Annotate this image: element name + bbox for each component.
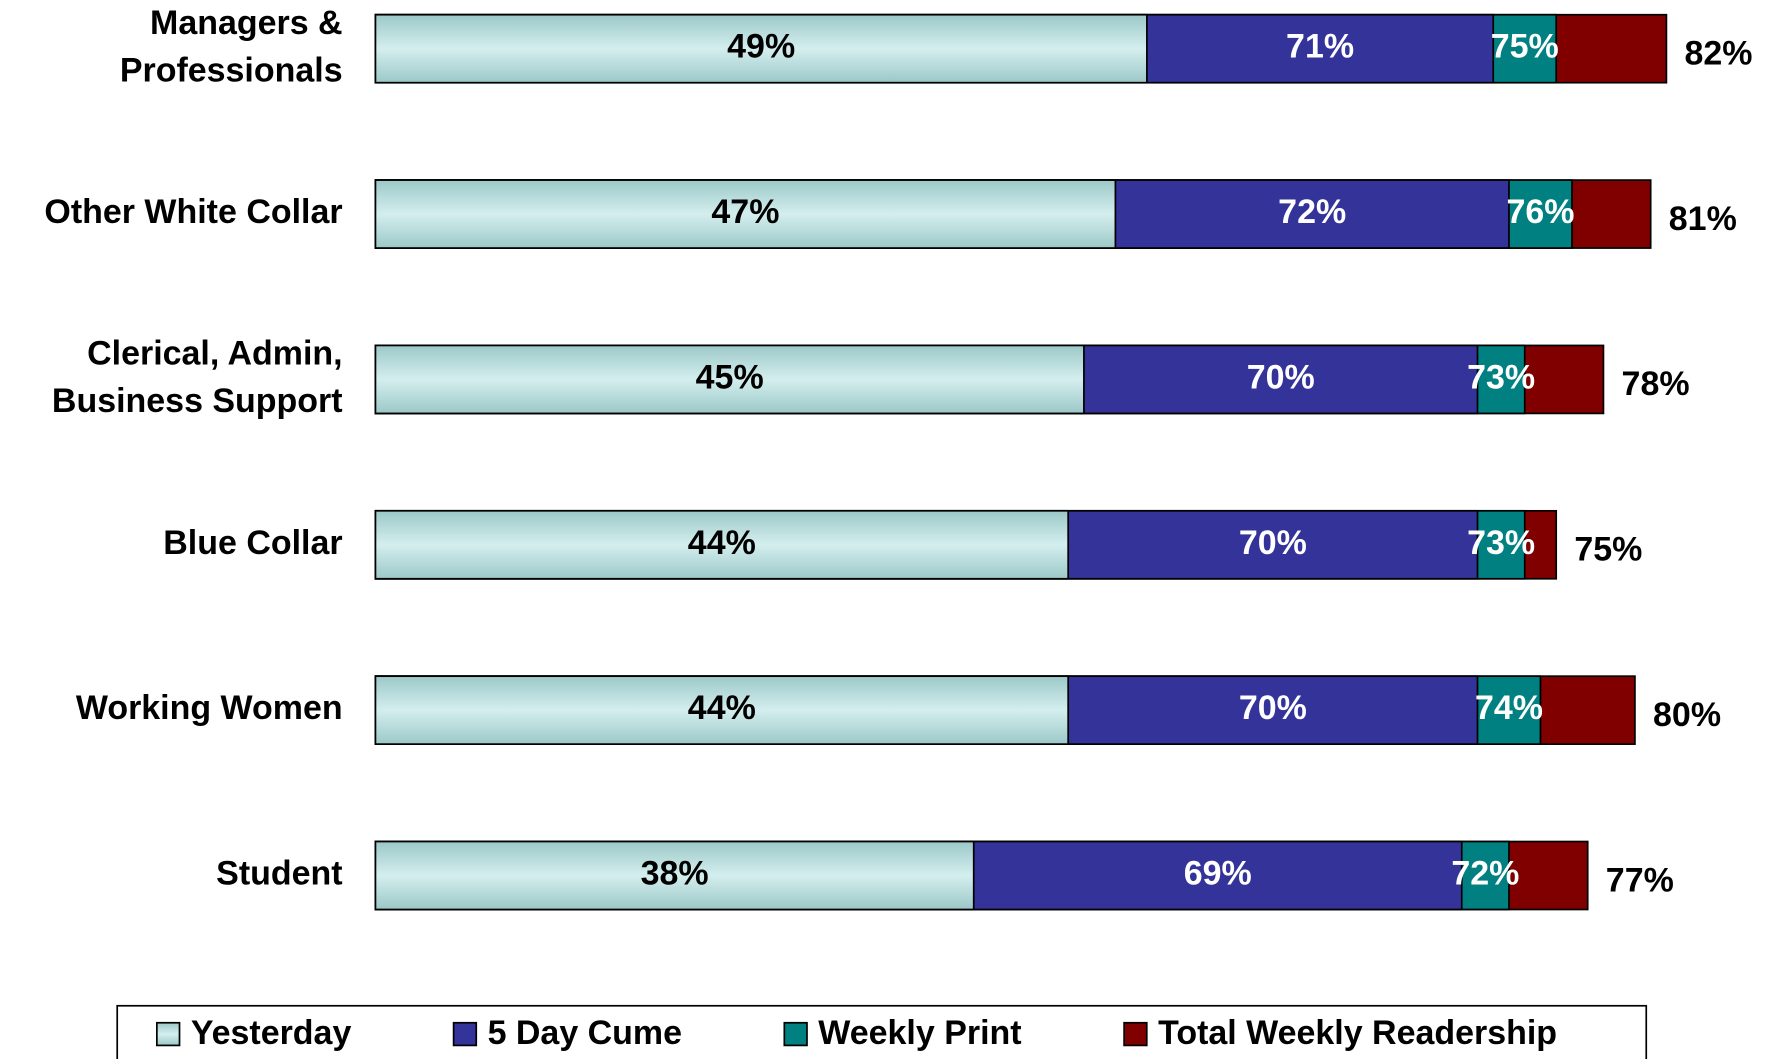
bar [374,179,1117,249]
category-line: Blue Collar [163,524,342,562]
category-label: Other White Collar [44,193,342,231]
value-label: 69% [1184,854,1252,892]
bar [374,840,975,911]
category-label: Blue Collar [163,524,342,562]
legend-swatch [1123,1021,1148,1047]
value-label: 81% [1669,200,1737,238]
category-line: Clerical, Admin, [87,335,342,373]
value-label: 70% [1239,689,1307,727]
value-label: 80% [1653,696,1721,734]
value-label: 47% [711,193,779,231]
bar [374,675,1070,745]
category-line: Other White Collar [44,193,342,231]
value-label: 77% [1606,861,1674,899]
value-label: 75% [1491,28,1559,66]
legend-swatch [452,1021,478,1047]
value-label: 74% [1475,689,1543,727]
value-label: 78% [1622,365,1690,403]
value-label: 73% [1467,358,1535,396]
value-label: 49% [727,28,795,66]
category-label: Clerical, Admin, Business Support [52,335,343,421]
value-label: 44% [688,524,756,562]
bar [374,344,1085,415]
legend-box [116,1004,1648,1059]
legend-label: 5 Day Cume [488,1014,682,1052]
value-label: 71% [1286,28,1354,66]
category-line: Professionals [120,51,343,89]
legend-label: Weekly Print [818,1014,1021,1052]
value-label: 72% [1278,193,1346,231]
category-label: Managers & Professionals [120,4,343,90]
category-line: Managers & [150,4,343,42]
legend-swatch [783,1021,808,1047]
category-line: Business Support [52,382,343,420]
value-label: 70% [1239,524,1307,562]
legend-swatch [156,1021,181,1047]
category-label: Working Women [76,689,343,727]
value-label: 44% [688,689,756,727]
category-label: Student [216,854,342,892]
bar [374,509,1070,580]
value-label: 73% [1467,524,1535,562]
legend-label: Total Weekly Readership [1158,1014,1557,1052]
value-label: 70% [1247,358,1315,396]
value-label: 45% [696,358,764,396]
value-label: 82% [1685,34,1753,72]
value-label: 76% [1506,193,1574,231]
value-label: 72% [1451,854,1519,892]
category-line: Working Women [76,689,343,727]
value-label: 75% [1574,531,1642,569]
category-line: Student [216,854,342,892]
bar [374,13,1148,84]
value-label: 38% [641,854,709,892]
legend-label: Yesterday [191,1014,352,1052]
